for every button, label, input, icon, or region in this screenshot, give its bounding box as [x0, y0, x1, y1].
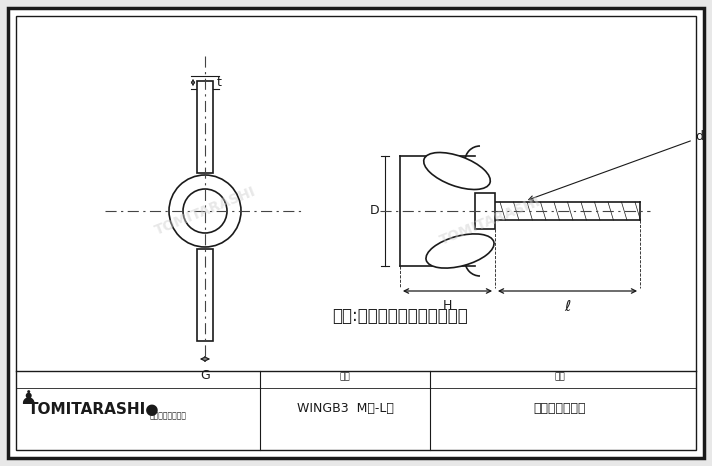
Text: t: t — [217, 76, 222, 89]
Text: D: D — [370, 205, 379, 218]
Text: WINGB3  M径-L寸: WINGB3 M径-L寸 — [297, 403, 394, 416]
Text: d: d — [695, 130, 703, 143]
Text: ℓ: ℓ — [565, 299, 570, 314]
Text: プレス螺ボルト: プレス螺ボルト — [534, 403, 586, 416]
Text: ♟: ♟ — [19, 390, 36, 409]
Ellipse shape — [183, 189, 227, 233]
Bar — [197, 249, 213, 341]
Text: 富田螺子株式会社: 富田螺子株式会社 — [150, 411, 187, 420]
Bar — [197, 81, 213, 173]
Text: 品名: 品名 — [555, 372, 565, 382]
Text: H: H — [443, 299, 452, 312]
Text: 羽根:下向きに開いています。: 羽根:下向きに開いています。 — [332, 307, 468, 325]
Text: TOMITARASHI: TOMITARASHI — [437, 194, 543, 248]
Text: G: G — [200, 369, 210, 382]
Text: TOMITARASHI●: TOMITARASHI● — [28, 402, 159, 417]
Ellipse shape — [424, 152, 491, 190]
Ellipse shape — [426, 234, 494, 268]
Ellipse shape — [169, 175, 241, 247]
Bar — [475, 193, 495, 229]
Text: TOMITARASHI: TOMITARASHI — [152, 185, 258, 238]
Text: 型番: 型番 — [340, 372, 350, 382]
